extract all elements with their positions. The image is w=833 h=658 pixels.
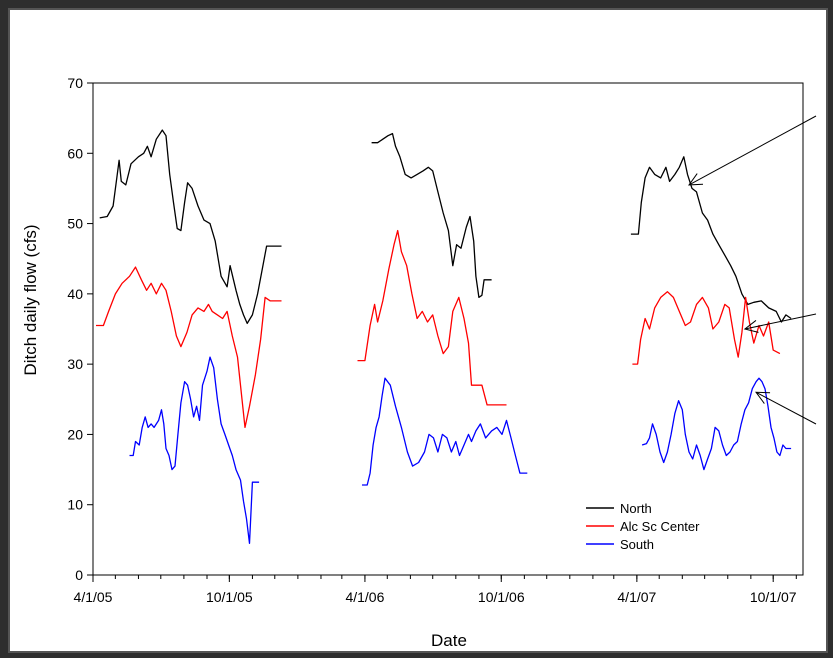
x-tick-label: 4/1/07 <box>617 589 656 605</box>
x-tick-label: 10/1/07 <box>750 589 797 605</box>
chart-panel: 0 10 20 30 40 50 60 70 4/1/05 10/1/05 4/1/06 10/1/… <box>8 8 828 653</box>
series-line-segment <box>632 291 781 365</box>
y-tick-label: 20 <box>67 426 83 442</box>
y-tick-label: 40 <box>67 286 83 302</box>
annotation-arrow-head <box>755 391 771 404</box>
legend-label: North <box>620 501 652 516</box>
series-layer <box>96 129 792 545</box>
series-alc-sc-center <box>96 229 781 429</box>
annotation-arrow-head <box>688 173 704 186</box>
annotation-arrow-head <box>743 320 759 333</box>
series-line-segment <box>371 132 492 299</box>
legend: North Alc Sc Center South <box>586 501 700 552</box>
x-tick-label: 10/1/05 <box>206 589 253 605</box>
series-line-segment <box>641 377 792 471</box>
series-line-segment <box>96 266 282 429</box>
series-line-segment <box>630 156 792 323</box>
series-south <box>129 356 792 545</box>
plot-area <box>92 82 804 576</box>
series-north <box>99 129 792 325</box>
series-line-segment <box>362 377 528 486</box>
legend-label: South <box>620 537 654 552</box>
x-tick-label: 4/1/05 <box>74 589 113 605</box>
x-tick-label: 10/1/06 <box>478 589 525 605</box>
y-axis-ticks: 0 10 20 30 40 50 60 70 <box>67 75 93 583</box>
series-line-segment <box>357 229 507 406</box>
plot-border <box>92 82 804 576</box>
y-tick-label: 50 <box>67 216 83 232</box>
series-line-segment <box>129 356 260 545</box>
y-tick-label: 70 <box>67 75 83 91</box>
y-tick-label: 30 <box>67 356 83 372</box>
y-tick-label: 10 <box>67 497 83 513</box>
y-tick-label: 0 <box>75 567 83 583</box>
annotation-arrow-line <box>688 115 817 186</box>
annotation-arrows <box>688 115 817 425</box>
legend-label: Alc Sc Center <box>620 519 700 534</box>
annotation-arrow-line <box>755 391 817 425</box>
x-axis-ticks: 4/1/05 10/1/05 4/1/06 10/1/06 4/1/07 10/1/07 <box>74 575 797 605</box>
series-line-segment <box>99 129 282 325</box>
x-tick-label: 4/1/06 <box>345 589 384 605</box>
line-chart: 0 10 20 30 40 50 60 70 4/1/05 10/1/05 4/1/06 10/1/… <box>21 75 817 650</box>
x-axis-label: Date <box>431 631 467 650</box>
y-tick-label: 60 <box>67 145 83 161</box>
annotation-arrow-line <box>744 313 817 330</box>
y-axis-label: Ditch daily flow (cfs) <box>21 224 40 375</box>
